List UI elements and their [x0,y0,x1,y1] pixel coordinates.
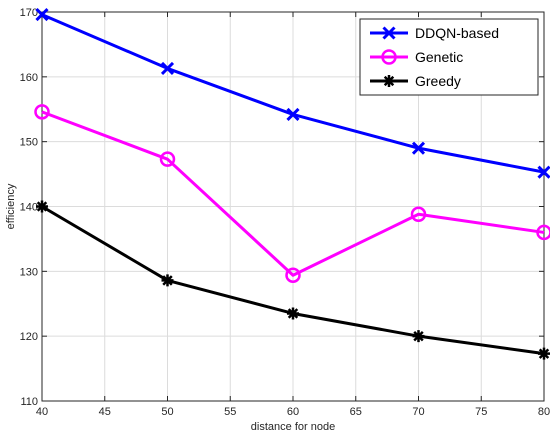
x-tick-label: 40 [36,406,48,418]
data-point [159,151,176,167]
data-point [410,206,427,223]
data-point [412,330,425,343]
y-tick-label: 130 [20,266,38,278]
y-tick-label: 140 [20,202,38,214]
legend-label: Greedy [415,73,461,89]
x-axis-label: distance for node [251,421,335,433]
legend-marker [382,26,396,40]
x-axis: 40 45 50 55 60 65 70 75 80 [36,12,550,418]
y-tick-label: 150 [20,137,38,149]
series-ddqn-based [35,8,550,179]
series-line [41,110,545,277]
x-tick-label: 80 [538,406,550,418]
legend: DDQN-based Genetic Greedy [359,18,539,96]
x-tick-label: 50 [161,406,173,418]
data-point [35,8,49,22]
data-point [411,141,426,155]
series-layer [34,8,550,360]
data-point [36,200,48,213]
data-point [287,307,299,320]
x-tick-label: 60 [287,406,299,418]
y-axis-label: efficiency [5,183,17,229]
legend-marker [383,75,395,87]
x-tick-label: 45 [99,406,111,418]
series-genetic [34,104,550,283]
series-greedy [36,200,550,360]
data-point [285,267,301,283]
data-point [537,165,550,179]
legend-item: Greedy [370,73,461,89]
x-tick-label: 65 [350,406,362,418]
y-tick-label: 160 [20,72,38,84]
data-point [286,107,300,121]
y-tick-label: 110 [20,396,38,408]
data-point [160,61,175,75]
y-tick-label: 170 [20,7,38,19]
legend-label: Genetic [415,49,463,65]
data-point [161,274,174,287]
data-point [536,224,550,241]
legend-marker [381,49,397,65]
data-point [538,347,550,360]
x-tick-label: 70 [412,406,424,418]
data-point [34,104,50,120]
y-axis: 110 120 130 140 150 160 170 [20,7,544,408]
legend-label: DDQN-based [415,25,499,41]
y-tick-label: 120 [20,331,38,343]
legend-item: Genetic [370,49,463,65]
legend-item: DDQN-based [370,25,499,41]
grid-lines [41,11,545,402]
x-tick-label: 55 [224,406,236,418]
x-tick-label: 75 [475,406,487,418]
